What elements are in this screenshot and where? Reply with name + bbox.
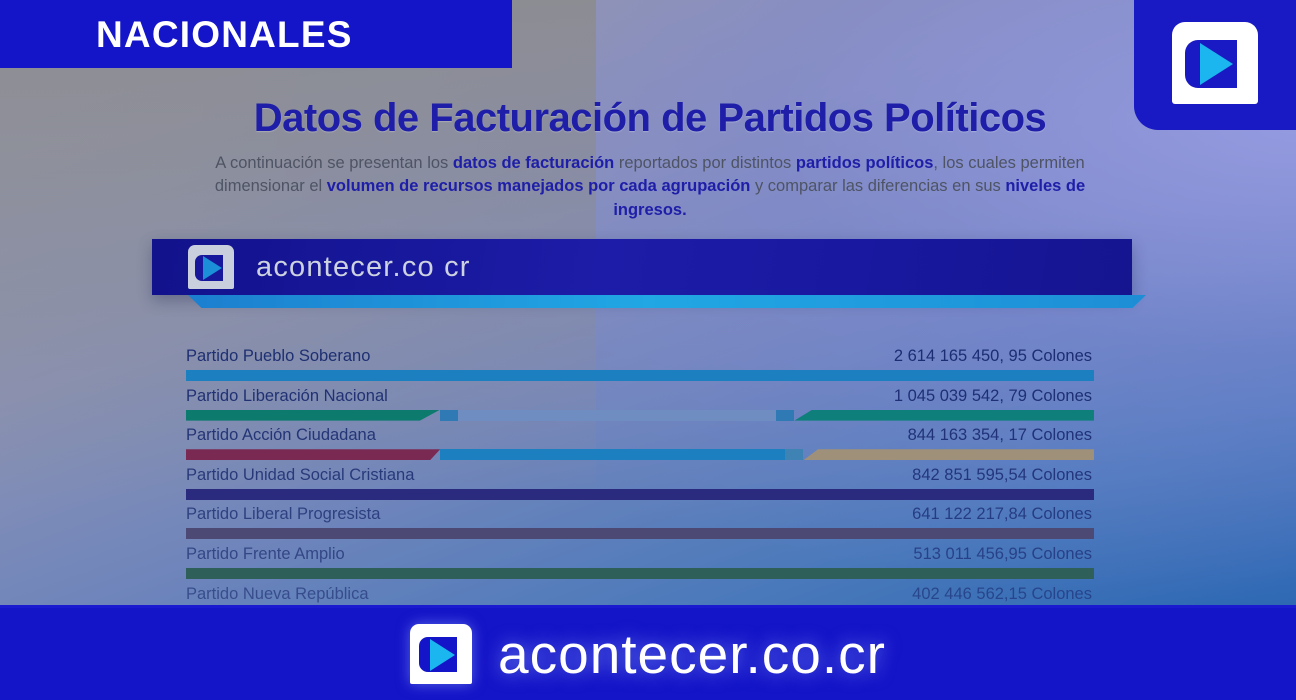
party-bar: [186, 409, 1094, 421]
party-bar-segment: [458, 409, 777, 421]
chart-row: Partido Frente Amplio 513 011 456,95 Colo…: [186, 541, 1094, 581]
acontecer-logo-icon-footer: [410, 624, 473, 684]
party-bar-segment: [186, 370, 1094, 381]
site-footer: acontecer.co.cr: [0, 608, 1296, 700]
party-bar-segment: [803, 449, 1094, 461]
party-bar-segment: [785, 449, 804, 461]
footer-edge-line: [0, 605, 1296, 608]
chart-row: Partido Liberación Nacional 1 045 039 542…: [186, 383, 1094, 423]
play-triangle-icon: [203, 256, 222, 280]
headline-block: Datos de Facturación de Partidos Polític…: [150, 96, 1150, 222]
chart-row-labels: Partido Unidad Social Cristiana 842 851 5…: [186, 462, 1094, 488]
party-bar-segment: [440, 409, 459, 421]
party-value: 842 851 595,54 Colones: [912, 465, 1092, 484]
party-bar-segment: [186, 567, 1094, 579]
subtitle-part-1: datos de facturación: [452, 153, 615, 172]
party-bar-segment: [776, 409, 795, 421]
chart-row-labels: Partido Frente Amplio 513 011 456,95 Colo…: [186, 541, 1094, 567]
party-bar-segment: [794, 409, 1094, 421]
chart-row: Partido Unidad Social Cristiana 842 851 5…: [186, 462, 1094, 502]
chart-row-labels: Partido Nueva República 402 446 562,15 Co…: [186, 581, 1094, 607]
subtitle-part-3: partidos políticos: [795, 153, 934, 172]
subtitle-part-7: niveles de ingresos.: [613, 177, 1086, 219]
party-value: 402 446 562,15 Colones: [912, 584, 1092, 603]
chart-row: Partido Liberal Progresista 641 122 217,8…: [186, 501, 1094, 541]
party-bar-segment: [186, 449, 441, 461]
party-name: Partido Frente Amplio: [186, 544, 345, 563]
party-bar-segment: [186, 528, 1094, 540]
brand-strip-accent: [188, 295, 1146, 308]
subtitle-part-0: A continuación se presentan los: [215, 153, 453, 172]
party-bar-segment: [186, 409, 441, 421]
acontecer-logo-icon-small: [188, 245, 234, 289]
chart-row-labels: Partido Acción Ciudadana 844 163 354, 17 …: [186, 422, 1094, 448]
subtitle-part-5: volumen de recursos manejados por cada a…: [326, 177, 751, 196]
play-triangle-icon: [1200, 43, 1233, 85]
chart-row-labels: Partido Pueblo Soberano 2 614 165 450, 95…: [186, 343, 1094, 369]
page-title: Datos de Facturación de Partidos Polític…: [253, 96, 1047, 140]
chart-row: Partido Acción Ciudadana 844 163 354, 17 …: [186, 422, 1094, 462]
section-banner: NACIONALES: [0, 0, 512, 68]
party-name: Partido Unidad Social Cristiana: [186, 465, 415, 484]
section-banner-label: NACIONALES: [96, 13, 353, 55]
chart-row-labels: Partido Liberación Nacional 1 045 039 542…: [186, 383, 1094, 409]
party-value: 1 045 039 542, 79 Colones: [893, 386, 1092, 405]
brand-badge: [1134, 0, 1296, 130]
brand-strip-bar: acontecer.co cr: [152, 239, 1132, 295]
subtitle-part-4: , los cuales permiten dimensionar el: [214, 153, 1085, 196]
party-value: 2 614 165 450, 95 Colones: [893, 347, 1092, 365]
party-name: Partido Liberal Progresista: [186, 505, 381, 524]
party-bar: [186, 528, 1094, 540]
party-value: 513 011 456,95 Colones: [913, 544, 1092, 563]
acontecer-logo-icon: [1172, 22, 1258, 104]
chart-row-labels: Partido Liberal Progresista 641 122 217,8…: [186, 501, 1094, 527]
brand-strip: acontecer.co cr: [152, 239, 1146, 311]
party-bar-segment: [186, 488, 1094, 500]
chart-row: Partido Pueblo Soberano 2 614 165 450, 95…: [186, 343, 1094, 383]
party-name: Partido Acción Ciudadana: [186, 426, 376, 445]
party-name: Partido Pueblo Soberano: [186, 347, 371, 365]
party-name: Partido Liberación Nacional: [186, 386, 388, 405]
party-name: Partido Nueva República: [186, 584, 369, 603]
subtitle-part-2: reportados por distintos: [614, 153, 796, 172]
party-value: 641 122 217,84 Colones: [912, 505, 1092, 524]
subtitle-part-6: y comparar las diferencias en sus: [750, 177, 1006, 196]
page-subtitle: A continuación se presentan los datos de…: [198, 152, 1103, 222]
party-bar: [186, 449, 1094, 461]
party-bar: [186, 488, 1094, 500]
party-bar: [186, 567, 1094, 579]
party-bar: [186, 370, 1094, 381]
brand-strip-label: acontecer.co cr: [256, 250, 471, 283]
play-triangle-icon: [430, 639, 456, 671]
billing-bar-chart: Partido Pueblo Soberano 2 614 165 450, 95…: [186, 343, 1094, 620]
footer-brand-label: acontecer.co.cr: [498, 622, 886, 685]
party-value: 844 163 354, 17 Colones: [907, 426, 1092, 445]
party-bar-segment: [440, 449, 786, 461]
